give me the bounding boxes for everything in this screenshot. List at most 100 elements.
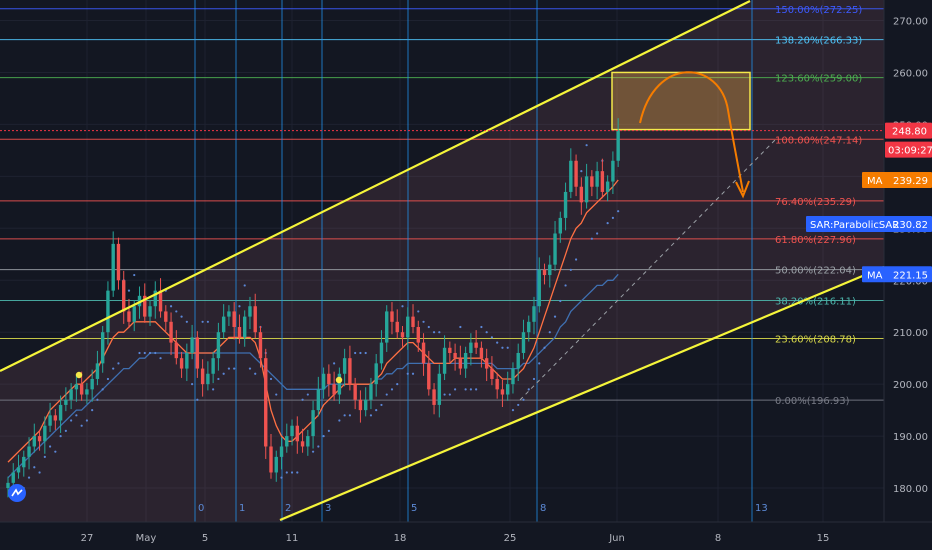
sar-dot [227,367,231,370]
candle [169,312,173,356]
candle [179,351,184,378]
ma-value: 239.29 [893,176,928,187]
candle-body [216,332,221,359]
candle-body [27,446,31,457]
target-zone-box [611,71,751,131]
candle [374,354,378,397]
sar-dot [543,346,546,349]
candle [158,278,163,318]
sar-dot [480,325,483,329]
candle [490,356,494,386]
candle-body [516,352,520,369]
candle [584,163,589,209]
candle [100,325,105,373]
candle-body [211,358,215,374]
sar-dot [380,403,383,407]
candle-body [127,311,131,322]
fibonacci-time-zones: 0 1 2 3 5 8 13 [194,0,768,522]
candle-body [11,472,15,483]
candle-body [69,389,73,400]
candle [363,387,368,417]
sar-dot [475,388,478,391]
candle [395,309,399,339]
candle [348,345,352,391]
candle [553,221,557,271]
time-zone-count: 2 [285,503,291,514]
sar-dot [191,383,194,386]
candle [574,154,578,197]
candle-body [274,456,278,473]
candle [558,211,562,243]
candle-body [548,264,552,276]
candle [153,281,157,319]
candle [458,345,463,375]
candle [200,359,205,397]
candle-body [206,373,210,385]
candle [616,118,620,167]
candle [416,320,420,352]
candle-body [527,321,531,333]
channel-lines [0,0,885,522]
candle-body [200,368,205,385]
sar-dot [364,351,367,355]
sar-dot [80,424,83,427]
sar-dot [275,393,278,396]
sar-dot [101,388,104,391]
sar-value: 230.82 [893,220,928,231]
candle [421,333,426,376]
candle-body [143,295,147,317]
candle [537,257,541,313]
candle [605,175,610,202]
candle-body [521,332,526,353]
y-tick-label: 180.00 [893,484,928,495]
sar-dot [538,362,541,365]
candle [174,330,179,365]
candle-body [511,368,515,385]
sar-dot [553,315,557,318]
sar-dot [459,325,462,329]
candle [316,376,321,417]
candle [474,330,478,355]
candle-body [153,290,157,307]
sar-dot [411,372,415,375]
sar-dot [359,351,362,355]
candle-body [122,280,126,312]
candle [527,315,531,342]
candle-body [327,373,331,385]
candle [385,305,389,352]
ma2-label: MA [867,270,883,281]
sar-dot [317,445,320,448]
candle [48,402,52,432]
sar-dot [201,320,204,323]
sar-dot [548,331,551,334]
candle [400,325,405,347]
candle [127,298,131,329]
last-price-badge: 248.80 [885,122,932,139]
sar-dot [443,393,446,396]
projection-curve [639,71,744,193]
fib-level-label: 50.00%(222.04) [775,266,856,277]
candle [69,383,73,410]
countdown-badge: 03:09:27 [885,141,932,158]
candle [285,423,289,453]
candle-body [558,217,562,234]
sar-dot [311,450,315,453]
candle-body [264,358,268,447]
candle-body [195,337,200,369]
y-tick-label: 210.00 [893,328,928,339]
candle-body [337,373,342,395]
candle-body [374,363,378,385]
time-zone-count: 3 [325,503,331,514]
candle [600,158,605,199]
candle-body [379,342,384,364]
candle [406,307,410,350]
candle [427,350,431,396]
sar-dot [564,284,567,287]
sar-dot [427,325,430,329]
candle-body [43,425,47,442]
candle-body [258,332,263,359]
candle [532,296,536,335]
projection-arrow [639,71,750,199]
ma2-value: 221.15 [893,270,928,281]
